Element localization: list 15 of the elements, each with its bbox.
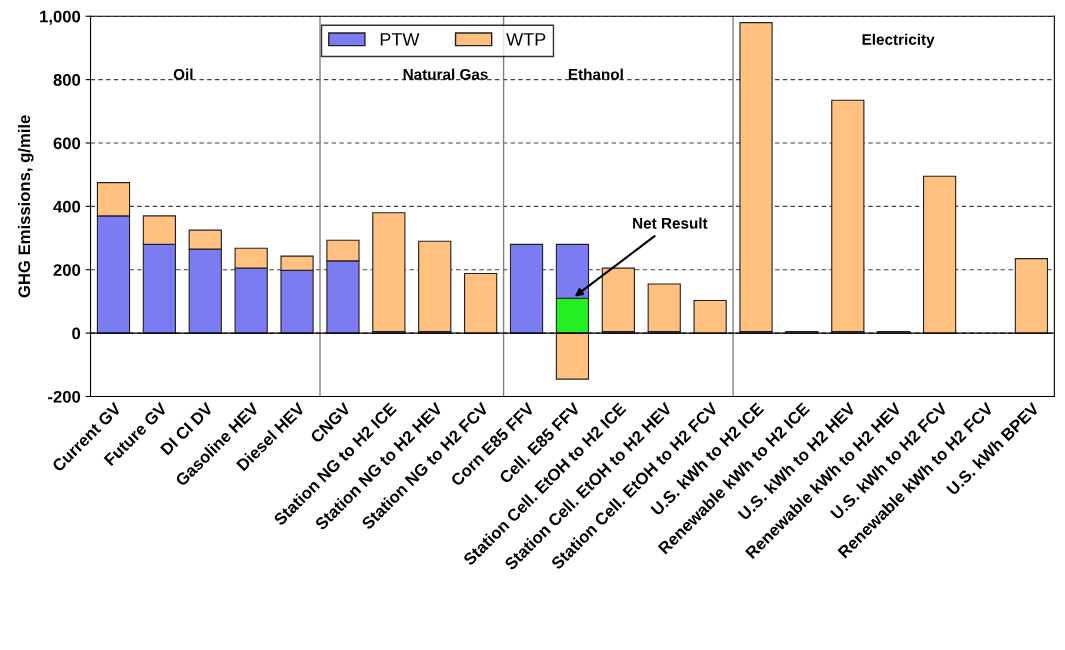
annotation: Net Result (633, 217, 708, 229)
y-tick-label: 400 (53, 200, 81, 213)
y-tick-label: 800 (53, 74, 81, 86)
legend-label: WTP (506, 33, 546, 46)
legend-label: PTW (380, 33, 420, 46)
y-tick-label: 1,000 (40, 10, 81, 25)
y-axis-title: GHG Emissions, g/mile (17, 115, 34, 298)
annotation: Natural Gas (403, 68, 488, 80)
y-tick-label: 200 (53, 264, 81, 276)
y-tick-label: 600 (53, 137, 81, 150)
annotation: Oil (173, 68, 193, 80)
y-tick-label: -200 (48, 390, 81, 403)
annotation: Ethanol (568, 68, 623, 80)
y-tick-label: 0 (72, 327, 81, 340)
annotation: Electricity (862, 33, 935, 48)
